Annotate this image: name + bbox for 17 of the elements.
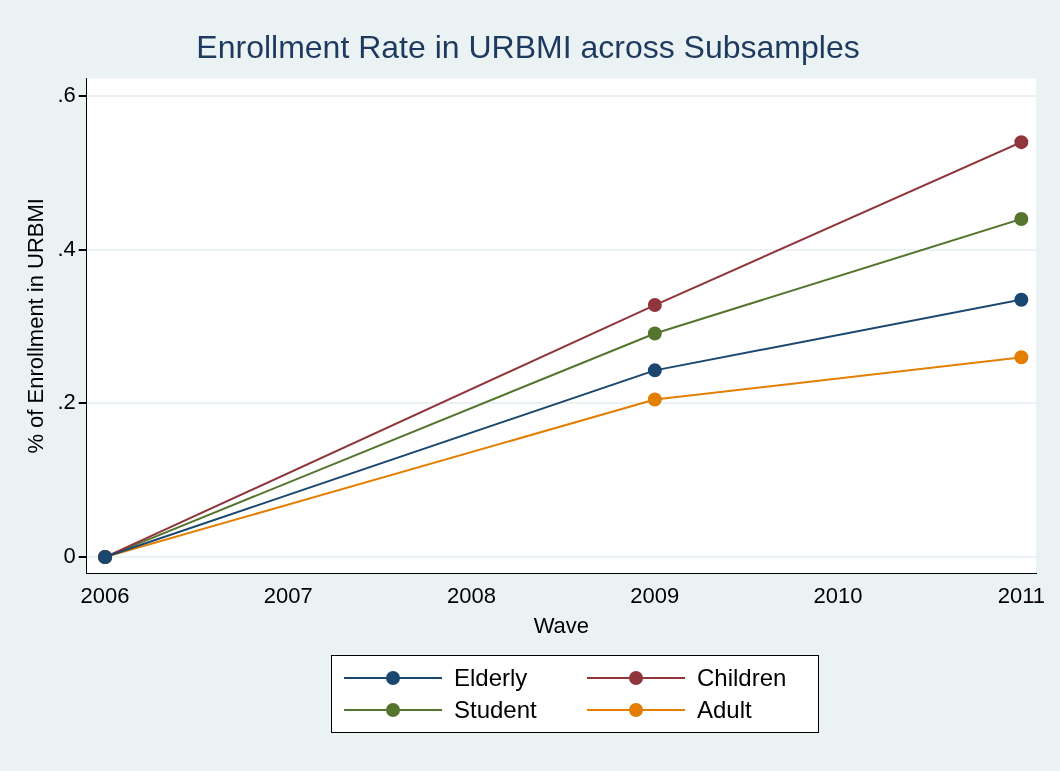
x-tick-label: 2009 bbox=[630, 583, 680, 609]
chart-title: Enrollment Rate in URBMI across Subsamples bbox=[196, 29, 860, 66]
x-axis-title: Wave bbox=[533, 612, 590, 638]
x-tick-label: 2011 bbox=[997, 583, 1045, 609]
y-tick-label: 0 bbox=[63, 543, 76, 569]
legend-label: Elderly bbox=[454, 664, 528, 692]
legend-label: Adult bbox=[697, 696, 752, 724]
y-tick-label: .6 bbox=[57, 82, 76, 108]
x-tick-label: 2008 bbox=[447, 583, 497, 609]
x-tick-label: 2006 bbox=[80, 583, 130, 609]
x-tick-label: 2007 bbox=[263, 583, 313, 609]
y-axis-title: % of Enrollment in URBMI bbox=[23, 198, 49, 454]
legend-label: Children bbox=[697, 664, 787, 692]
y-tick-label: .2 bbox=[57, 389, 76, 415]
y-tick-label: .4 bbox=[57, 235, 76, 261]
x-tick-label: 2010 bbox=[813, 583, 863, 609]
legend-label: Student bbox=[454, 696, 537, 724]
